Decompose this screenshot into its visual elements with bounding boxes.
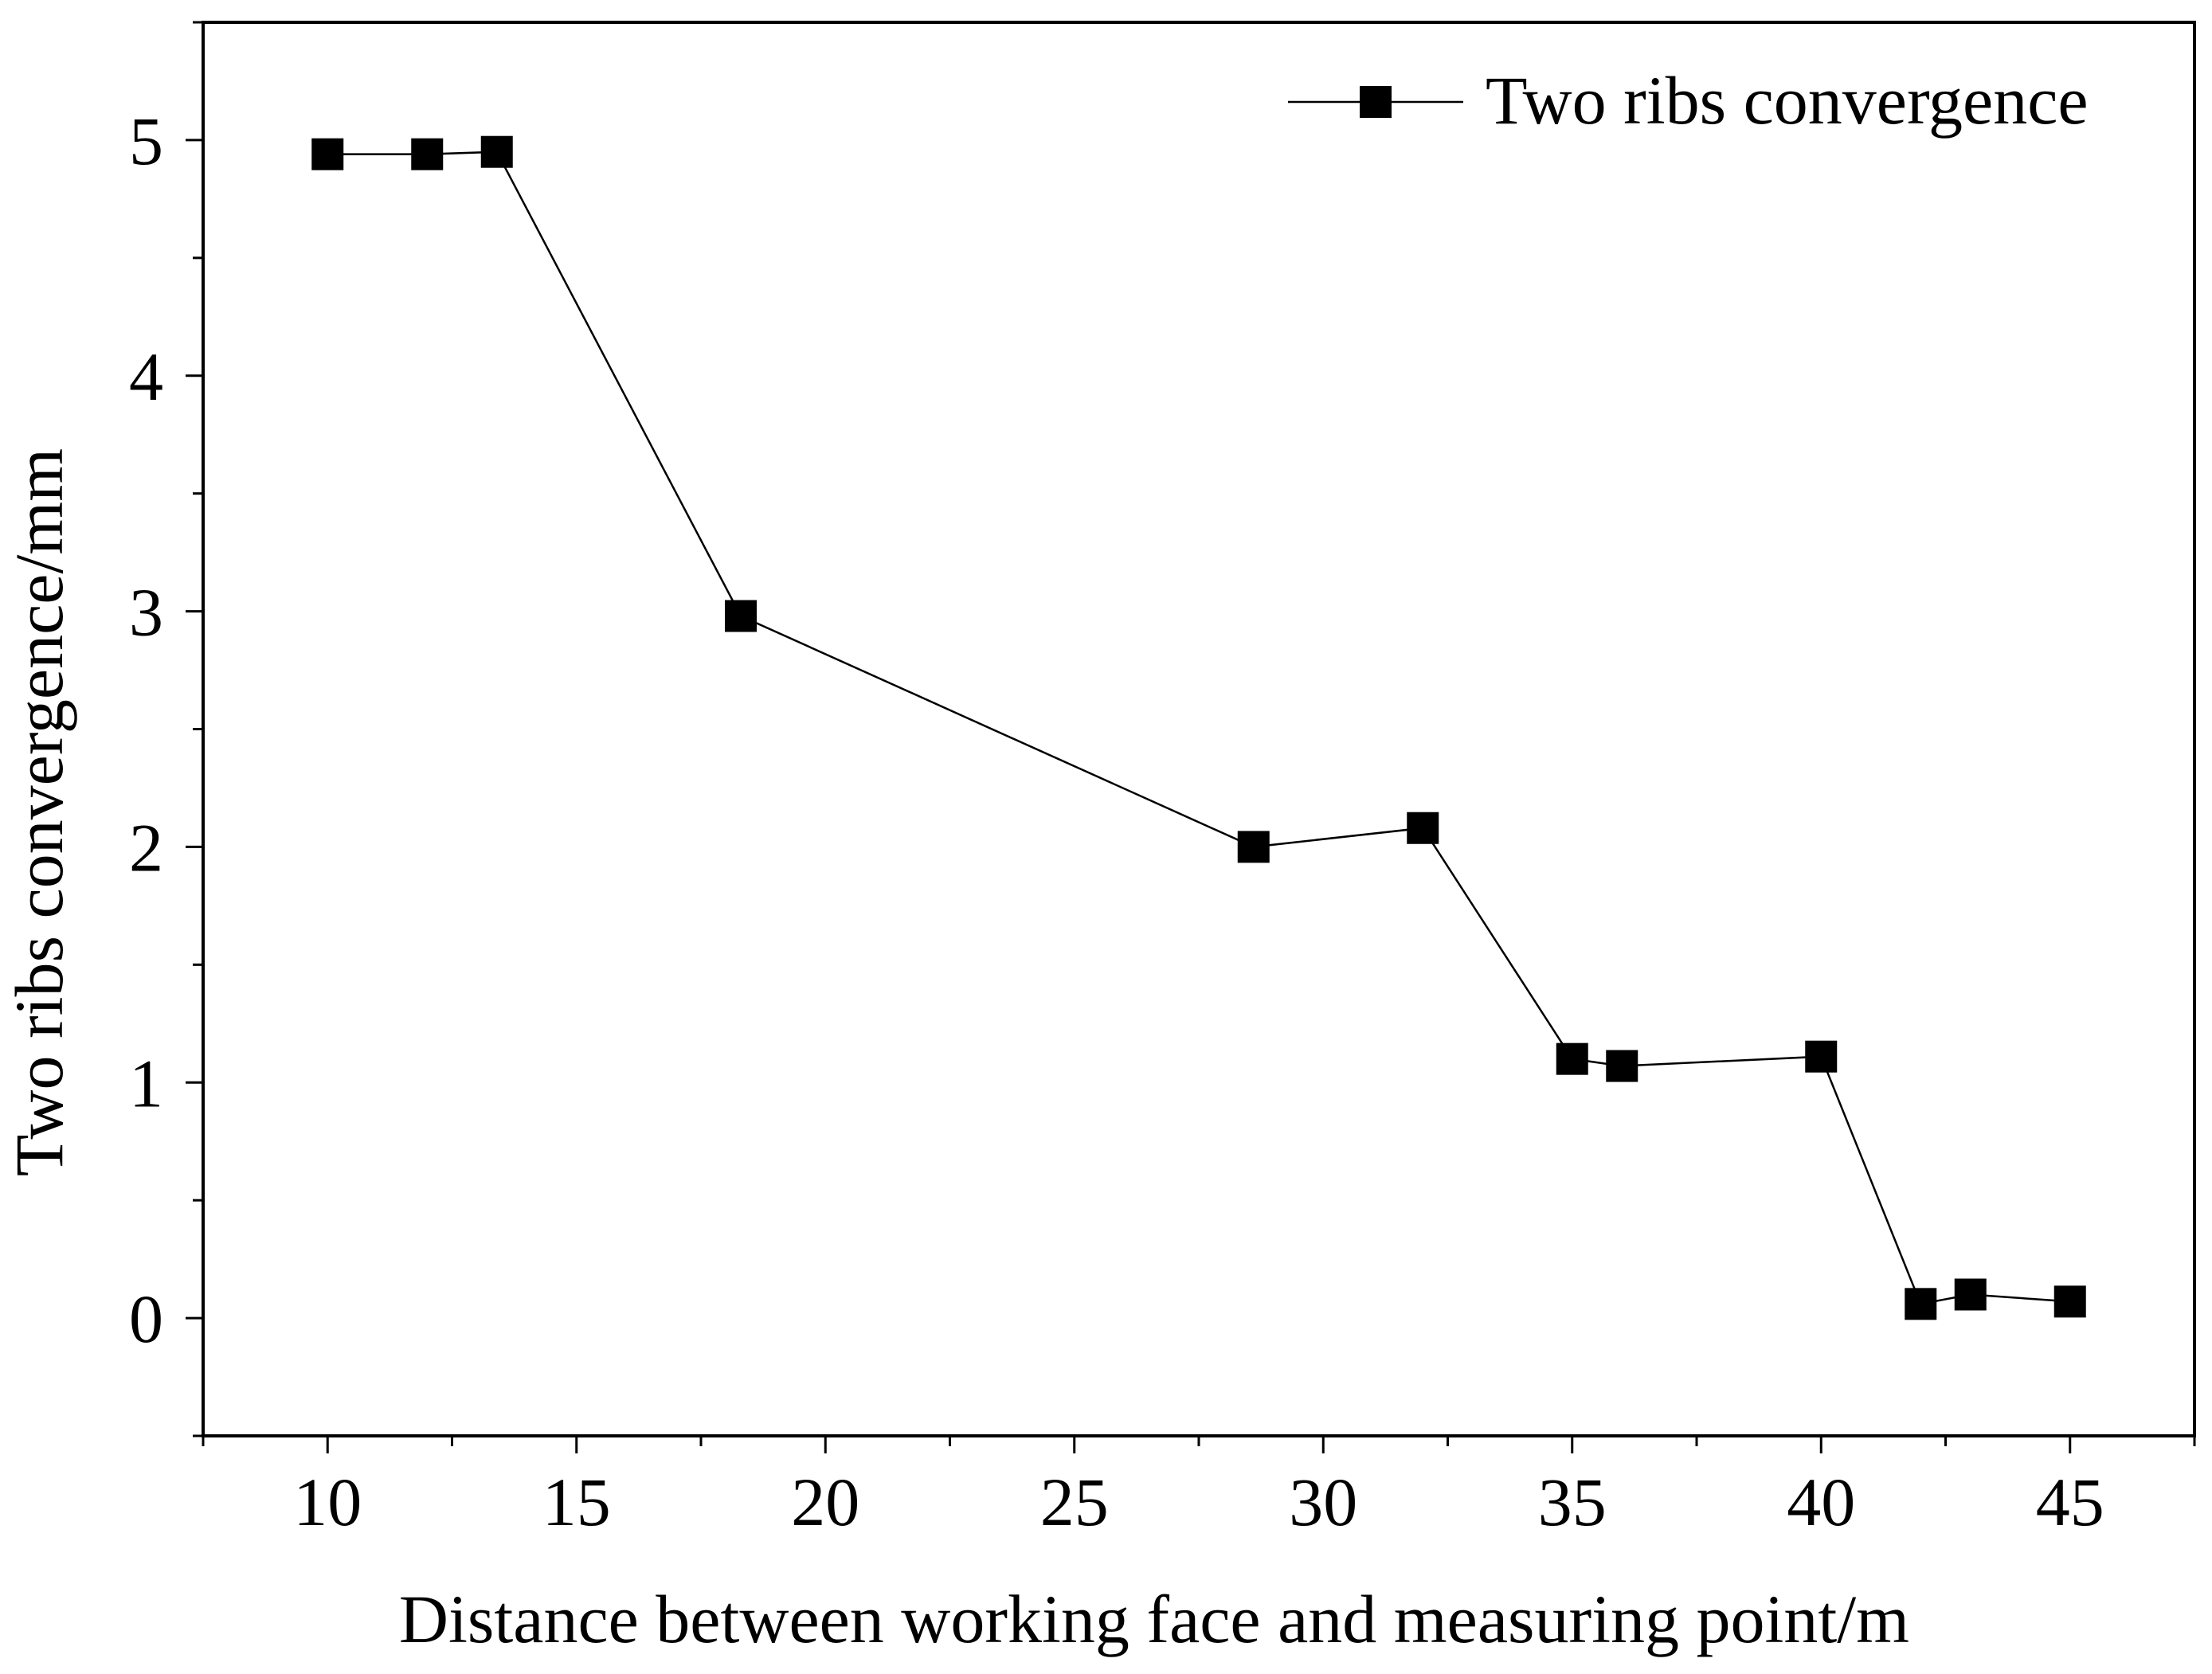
data-point: [311, 138, 344, 170]
data-point: [1954, 1278, 1987, 1311]
axes: [202, 21, 2196, 1437]
data-point: [725, 600, 757, 632]
y-tick-label: 1: [129, 1045, 163, 1121]
data-point: [411, 138, 444, 170]
data-point: [1237, 831, 1270, 863]
y-tick-label: 5: [129, 103, 163, 179]
legend: Two ribs convergence: [1288, 62, 2089, 139]
series-line: [327, 151, 2070, 1305]
y-tick-label: 4: [129, 338, 163, 415]
data-point: [480, 135, 513, 168]
legend-label: Two ribs convergence: [1486, 62, 2089, 139]
legend-marker: [1360, 86, 1392, 118]
data-point: [1407, 812, 1439, 844]
x-tick-label: 45: [2036, 1464, 2104, 1540]
y-tick-label: 3: [129, 574, 163, 651]
y-tick-label: 2: [129, 809, 163, 886]
plot-frame: [202, 21, 2196, 1437]
x-tick-label: 15: [542, 1464, 611, 1540]
y-axis-title: Two ribs convergence/mm: [1, 448, 77, 1176]
x-axis-title: Distance between working face and measur…: [399, 1581, 1909, 1657]
data-point: [1905, 1288, 1937, 1320]
x-tick-label: 30: [1289, 1464, 1357, 1540]
data-point: [1556, 1042, 1588, 1075]
x-tick-label: 10: [293, 1464, 362, 1540]
y-tick-label: 0: [129, 1281, 163, 1357]
x-tick-label: 35: [1538, 1464, 1607, 1540]
data-point: [1606, 1050, 1638, 1082]
x-tick-label: 20: [791, 1464, 859, 1540]
x-tick-label: 25: [1040, 1464, 1109, 1540]
data-point: [1805, 1040, 1838, 1073]
x-tick-label: 40: [1787, 1464, 1855, 1540]
series-group: [311, 135, 2086, 1320]
data-point: [2053, 1285, 2086, 1318]
